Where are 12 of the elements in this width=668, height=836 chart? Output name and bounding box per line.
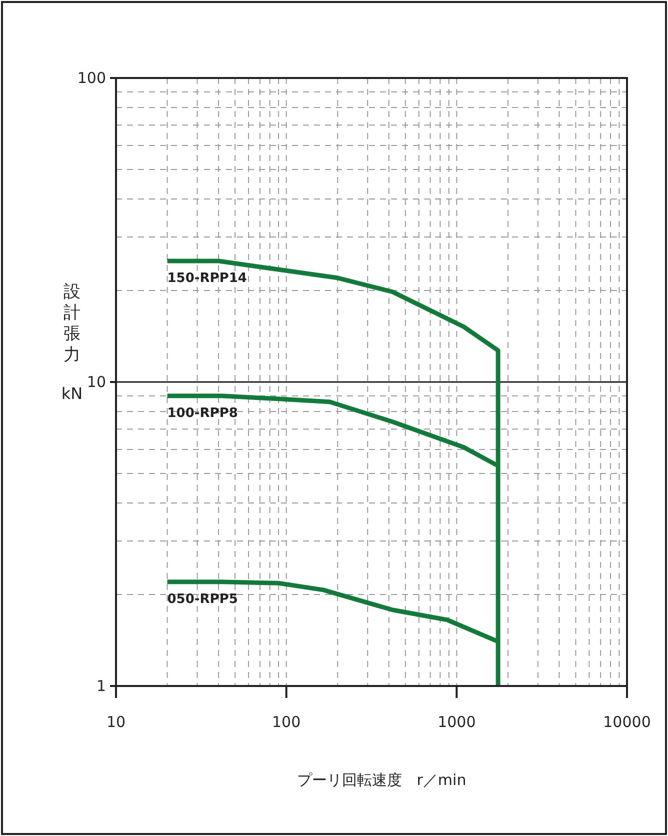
x-tick-label: 10000 [603,713,651,731]
series-label: 150-RPP14 [167,271,247,286]
x-tick-label: 10 [106,713,126,731]
y-tick-label: 100 [77,69,106,87]
y-tick-label: 1 [96,677,106,695]
y-axis-title: 設計張力 kN [61,282,83,403]
x-axis-title: プーリ回転速度 r／min [296,771,466,789]
x-tick-label: 1000 [438,713,476,731]
x-tick-label: 100 [272,713,301,731]
series-label: 100-RPP8 [167,406,238,421]
y-tick-label: 10 [86,373,106,391]
series-label: 050-RPP5 [167,592,238,607]
